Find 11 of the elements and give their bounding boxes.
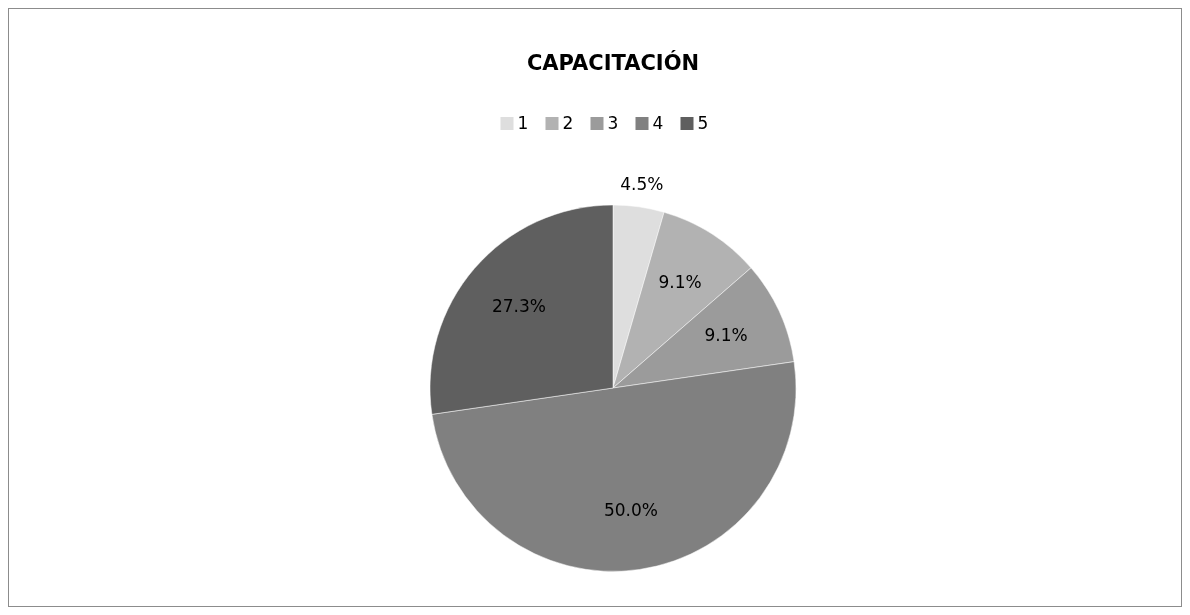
- data-label: 4.5%: [620, 174, 664, 195]
- chart-title: CAPACITACIÓN: [526, 50, 700, 75]
- data-label: 9.1%: [658, 272, 702, 293]
- legend-label: 5: [697, 113, 709, 133]
- data-label: 9.1%: [704, 325, 748, 346]
- legend-label: 2: [562, 113, 574, 133]
- legend-label: 3: [607, 113, 619, 133]
- data-label: 27.3%: [491, 295, 546, 316]
- data-label: 50.0%: [603, 500, 658, 521]
- legend-label: 1: [517, 113, 529, 133]
- legend-label: 4: [652, 113, 664, 133]
